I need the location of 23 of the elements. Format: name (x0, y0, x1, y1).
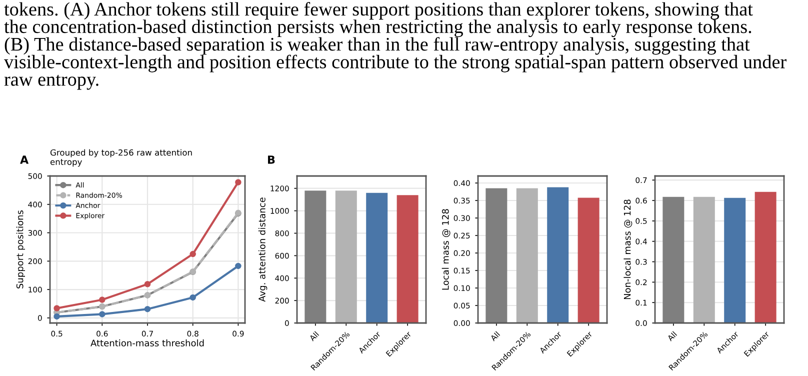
point (235, 262, 242, 270)
point (54, 313, 60, 320)
point (144, 280, 151, 288)
y-axis-title: Support positions (16, 210, 26, 288)
bar (578, 198, 600, 323)
y-axis-title: Avg. attention distance (258, 198, 268, 302)
point (190, 294, 196, 301)
text: B (268, 156, 275, 164)
point (99, 296, 106, 303)
point (190, 250, 196, 258)
bar (547, 187, 569, 323)
chart-title: Grouped by top-256 raw attention entropy (50, 149, 192, 167)
bar (486, 188, 508, 323)
text: A (20, 156, 29, 164)
point (54, 305, 60, 312)
y-axis-title: Non-local mass @ 128 (624, 200, 632, 300)
point (235, 179, 242, 186)
point (144, 306, 151, 312)
point (99, 311, 106, 318)
y-axis-title: Local mass @ 128 (442, 209, 450, 290)
bar (516, 188, 538, 323)
text: tokens. (A) Anchor tokens still require fewer support positions than explorer tokens, showing that the concentration-based distinction persists when restricting the analysis to early response tokens. (B) The distance-based separation is weaker than in the full raw-entropy analysis, suggesting that visible-context-length and position effects contribute to the strong spatial-span pattern observed under raw entropy. (4, 2, 786, 90)
x-axis-title: Attention-mass threshold (90, 339, 204, 346)
